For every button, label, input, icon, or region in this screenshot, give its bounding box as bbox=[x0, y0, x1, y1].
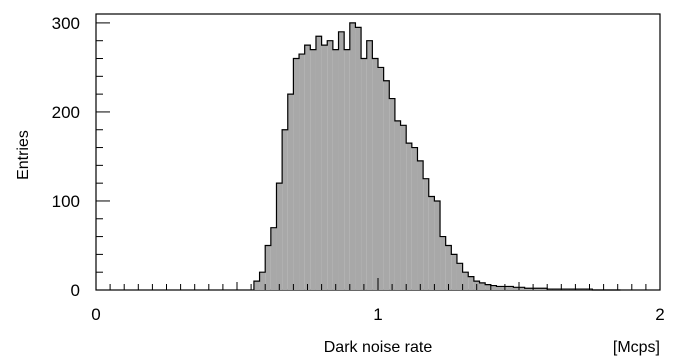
histogram-bar bbox=[490, 285, 497, 290]
histogram-bar bbox=[440, 236, 446, 290]
histogram-bar bbox=[366, 40, 373, 291]
histogram-bar bbox=[299, 54, 305, 291]
y-tick-label-0: 0 bbox=[71, 281, 80, 300]
histogram-bar bbox=[265, 245, 271, 290]
histogram-bar bbox=[315, 36, 322, 291]
y-tick-label-300: 300 bbox=[52, 14, 80, 33]
histogram-bar bbox=[276, 183, 283, 290]
histogram-bar bbox=[349, 22, 356, 291]
y-tick-label-200: 200 bbox=[52, 103, 80, 122]
histogram-bar bbox=[282, 129, 288, 290]
histogram-bar bbox=[451, 254, 457, 290]
histogram-bar bbox=[468, 276, 474, 290]
histogram-bar bbox=[445, 245, 452, 290]
histogram-bar bbox=[406, 143, 412, 290]
histogram-bar bbox=[434, 200, 441, 290]
histogram-bar bbox=[383, 80, 390, 291]
histogram-bar bbox=[417, 160, 424, 290]
histogram-bar bbox=[310, 49, 316, 290]
histogram-bar bbox=[535, 288, 542, 290]
histogram-bar bbox=[321, 45, 328, 290]
x-tick-label-2: 2 bbox=[655, 305, 664, 324]
x-tick-label-0: 0 bbox=[91, 305, 100, 324]
histogram-bar bbox=[462, 272, 469, 290]
histogram-bar bbox=[507, 286, 514, 290]
histogram-bar bbox=[541, 288, 548, 290]
histogram-bar bbox=[332, 49, 339, 290]
histogram-bar bbox=[400, 125, 407, 290]
histogram-bar bbox=[361, 58, 367, 290]
histogram-bar bbox=[355, 27, 362, 290]
histogram-bar bbox=[428, 196, 435, 290]
x-tick-label-1: 1 bbox=[373, 305, 382, 324]
histogram-bar bbox=[513, 287, 519, 290]
histogram-bar bbox=[270, 227, 277, 290]
histogram-bar bbox=[287, 94, 294, 290]
axis-ticks bbox=[95, 22, 661, 291]
histogram-bar bbox=[338, 31, 345, 291]
histogram-bar bbox=[456, 263, 463, 290]
histogram-bar bbox=[389, 98, 395, 290]
histogram-bar bbox=[485, 284, 491, 290]
histogram-bar bbox=[524, 288, 531, 290]
x-axis-unit: [Mcps] bbox=[613, 339, 660, 356]
histogram-bar bbox=[496, 286, 503, 290]
y-axis-label: Entries bbox=[15, 130, 32, 180]
histogram-bar bbox=[372, 58, 378, 290]
histogram-bar bbox=[253, 281, 260, 290]
histogram-bars bbox=[253, 22, 621, 291]
histogram-bar bbox=[479, 282, 486, 290]
histogram-bar bbox=[293, 58, 300, 290]
histogram-bar bbox=[394, 120, 401, 290]
histogram-bar bbox=[327, 40, 333, 291]
histogram-bar bbox=[304, 45, 311, 290]
y-tick-label-100: 100 bbox=[52, 192, 80, 211]
x-axis-label: Dark noise rate bbox=[324, 339, 433, 356]
histogram-bar bbox=[423, 178, 429, 290]
histogram-bar bbox=[519, 287, 525, 290]
axis-labels: 0 1 2 0 100 200 300 Dark noise rate [Mcp… bbox=[15, 14, 665, 356]
histogram-bar bbox=[378, 67, 384, 290]
histogram-outline bbox=[253, 22, 621, 291]
histogram-bar bbox=[344, 49, 350, 290]
histogram-bar bbox=[411, 147, 418, 290]
histogram-bar bbox=[259, 272, 266, 290]
